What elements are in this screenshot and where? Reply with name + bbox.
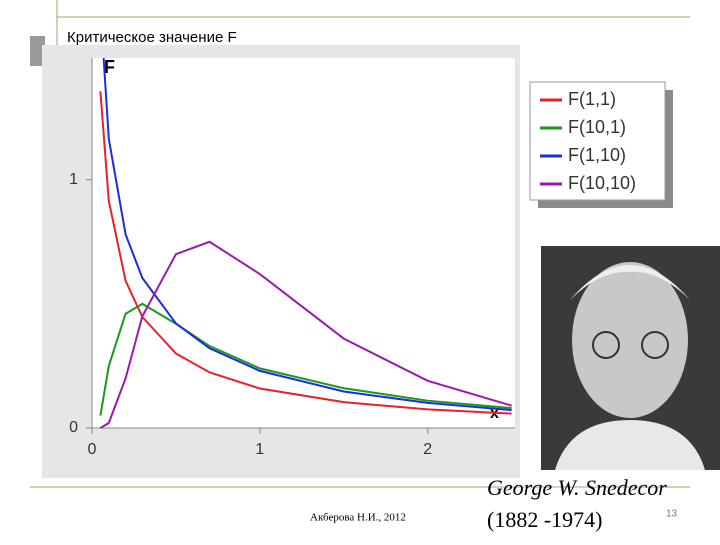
footer: Акберова Н.И., 2012	[310, 512, 406, 524]
hair	[570, 265, 690, 300]
series-line	[99, 240, 512, 429]
series-line	[102, 58, 512, 412]
y-axis-label: F	[104, 57, 115, 77]
y-tick-label: 1	[69, 171, 78, 188]
legend-label: F(1,10)	[568, 145, 626, 165]
y-tick-label: 0	[69, 419, 78, 436]
photo	[541, 246, 720, 470]
face	[572, 262, 688, 418]
glasses	[592, 331, 620, 359]
collar	[555, 420, 705, 470]
plot-area	[92, 58, 515, 428]
x-tick-label: 2	[423, 441, 432, 458]
accent	[30, 36, 45, 66]
caption-name: George W. Snedecor	[487, 475, 667, 500]
x-tick-label: 0	[88, 441, 97, 458]
plot	[99, 58, 512, 429]
legend-label: F(1,1)	[568, 89, 616, 109]
legend-box	[529, 81, 666, 201]
caption-years: (1882 -1974)	[487, 507, 602, 532]
page-number: 13	[666, 509, 678, 520]
slide-title: Критическое значение F	[67, 29, 237, 46]
legend: F(1,1) F(10,1) F(1,10) F(10,10)	[529, 81, 673, 208]
glasses	[641, 331, 669, 359]
legend-label: F(10,1)	[568, 117, 626, 137]
series-line	[99, 91, 512, 415]
x-tick-label: 1	[255, 441, 264, 458]
legend-label: F(10,10)	[568, 173, 636, 193]
